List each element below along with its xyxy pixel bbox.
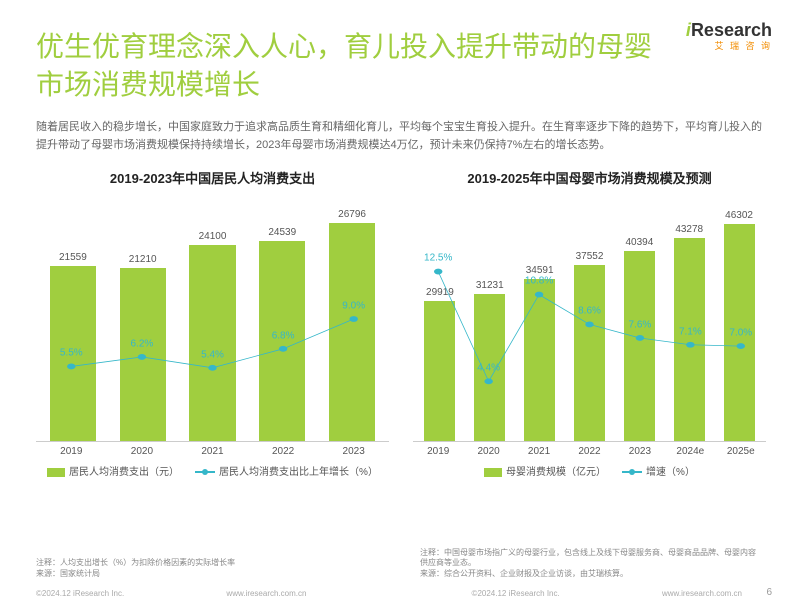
x-tick: 2019: [413, 446, 463, 457]
chart-right-plot: 2991931231345913755240394432784630212.5%…: [413, 197, 766, 442]
legend-line-swatch: [195, 471, 215, 473]
x-tick: 2024e: [665, 446, 715, 457]
line-value: 12.5%: [424, 253, 452, 264]
x-tick: 2020: [463, 446, 513, 457]
line-value: 7.6%: [629, 319, 652, 330]
x-tick: 2022: [564, 446, 614, 457]
logo: iResearch 艾 瑞 咨 询: [686, 20, 772, 52]
chart-left-legend: 居民人均消费支出（元） 居民人均消费支出比上年增长（%）: [36, 463, 389, 478]
x-tick: 2023: [615, 446, 665, 457]
chart-left-title: 2019-2023年中国居民人均消费支出: [36, 168, 389, 187]
page-number: 6: [766, 587, 772, 598]
line-value: 5.5%: [60, 348, 83, 359]
line-value: 6.8%: [272, 330, 295, 341]
logo-rest: Research: [691, 20, 772, 40]
line-value: 9.0%: [342, 300, 365, 311]
line-value: 7.1%: [679, 326, 702, 337]
legend-line-label: 增速（%）: [646, 467, 695, 478]
x-tick: 2020: [107, 446, 178, 457]
x-tick: 2019: [36, 446, 107, 457]
chart-left-plot: 21559212102410024539267965.5%6.2%5.4%6.8…: [36, 197, 389, 442]
chart-left: 2019-2023年中国居民人均消费支出 2155921210241002453…: [36, 168, 389, 478]
description: 随着居民收入的稳步增长，中国家庭致力于追求高品质生育和精细化育儿，平均每个宝宝生…: [36, 118, 766, 154]
legend-bar-label: 母婴消费规模（亿元）: [506, 467, 606, 478]
notes-left: 注释：人均支出增长（%）为扣除价格因素的实际增长率来源：国家统计局: [36, 558, 366, 580]
x-tick: 2023: [318, 446, 389, 457]
legend-bar-swatch: [484, 468, 502, 477]
x-tick: 2021: [177, 446, 248, 457]
line-value: 7.0%: [729, 327, 752, 338]
legend-bar-swatch: [47, 468, 65, 477]
x-tick: 2025e: [716, 446, 766, 457]
chart-left-xaxis: 20192020202120222023: [36, 446, 389, 457]
legend-line-label: 居民人均消费支出比上年增长（%）: [219, 467, 378, 478]
chart-right-legend: 母婴消费规模（亿元） 增速（%）: [413, 463, 766, 478]
legend-bar-label: 居民人均消费支出（元）: [69, 467, 179, 478]
copyright-left: ©2024.12 iResearch Inc. www.iresearch.co…: [36, 589, 306, 598]
page-title: 优生优育理念深入人心，育儿投入提升带动的母婴市场消费规模增长: [36, 28, 656, 104]
line-value: 5.4%: [201, 349, 224, 360]
legend-line-swatch: [622, 471, 642, 473]
x-tick: 2022: [248, 446, 319, 457]
line-value: 4.4%: [477, 363, 500, 374]
chart-right-xaxis: 201920202021202220232024e2025e: [413, 446, 766, 457]
x-tick: 2021: [514, 446, 564, 457]
copyright-right: ©2024.12 iResearch Inc. www.iresearch.co…: [472, 589, 742, 598]
chart-right: 2019-2025年中国母婴市场消费规模及预测 2991931231345913…: [413, 168, 766, 478]
chart-right-title: 2019-2025年中国母婴市场消费规模及预测: [413, 168, 766, 187]
notes-right: 注释：中国母婴市场指广义的母婴行业，包含线上及线下母婴服务商、母婴商品品牌、母婴…: [420, 548, 760, 580]
line-value: 6.2%: [130, 338, 153, 349]
line-value: 8.6%: [578, 306, 601, 317]
line-value: 10.8%: [525, 276, 553, 287]
